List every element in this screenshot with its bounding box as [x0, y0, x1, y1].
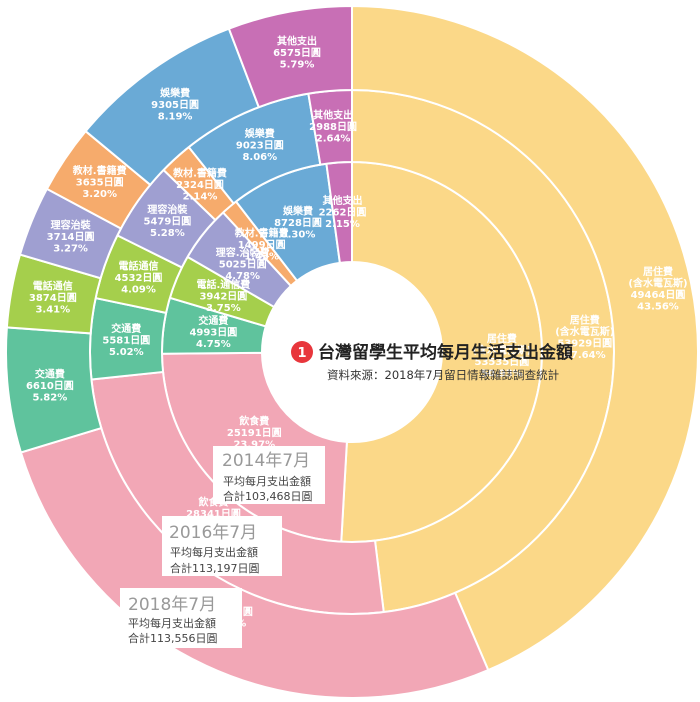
label-other-2: 其他支出 6575日圓 5.79%	[273, 35, 321, 71]
legend-box	[213, 446, 325, 504]
label-books-2: 教材.書籍費 3635日圓 3.20%	[72, 164, 127, 200]
chart-title: 台灣留學生平均每月生活支出金額	[318, 342, 573, 363]
legend-year: 2016年7月	[169, 523, 257, 543]
legend-line1: 平均每月支出金額	[223, 474, 311, 488]
label-books-0: 教材.書籍費 1499日圓 1.43%	[234, 227, 289, 263]
legend-line1: 平均每月支出金額	[128, 616, 216, 630]
center-title-block: 1 台灣留學生平均每月生活支出金額 資料來源：2018年7月留日情報雜誌調查統計	[291, 341, 573, 382]
slice-housing-2	[351, 4, 699, 672]
label-housing-2: 居住費(含水電瓦斯) 49464日圓 43.56%	[628, 265, 687, 313]
label-entertainment-0: 娛樂費 8728日圓 8.30%	[274, 204, 322, 240]
rings-group	[5, 4, 699, 699]
label-housing-0: 居住費(含水電瓦斯) 53535日圓 50.93%	[472, 332, 531, 380]
legend-box	[162, 516, 282, 576]
year-legend-2014: 2014年7月 平均每月支出金額 合計103,468日圓	[213, 446, 325, 504]
label-phone-1: 電話通信 4532日圓 4.09%	[115, 259, 163, 295]
center-disc	[264, 264, 440, 440]
label-phone-0: 電話.通信費 3942日圓 3.75%	[196, 278, 250, 314]
label-beauty-0: 理容.治裝費 5025日圓 4.78%	[216, 246, 270, 282]
year-legend-2016: 2016年7月 平均每月支出金額 合計113,197日圓	[162, 516, 282, 576]
label-transport-2: 交通費 6610日圓 5.82%	[26, 367, 74, 403]
label-beauty-2: 理容治裝 3714日圓 3.27%	[47, 218, 95, 254]
badge-circle	[291, 341, 313, 363]
label-transport-1: 交通費 5581日圓 5.02%	[102, 322, 150, 358]
label-transport-0: 交通費 4993日圓 4.75%	[189, 314, 237, 350]
label-books-1: 教材.書籍費 2324日圓 2.14%	[172, 166, 227, 202]
label-housing-1: 居住費(含水電瓦斯) 53929日圓 47.64%	[555, 314, 614, 362]
label-phone-2: 電話通信 3874日圓 3.41%	[29, 280, 77, 316]
label-beauty-1: 理容治裝 5479日圓 5.28%	[143, 203, 191, 239]
chart-subtitle: 資料來源：2018年7月留日情報雜誌調查統計	[327, 368, 559, 382]
label-other-1: 其他支出 2988日圓 2.64%	[309, 108, 357, 144]
legend-year: 2014年7月	[222, 451, 310, 471]
legend-line1: 平均每月支出金額	[170, 545, 258, 559]
label-other-0: 其他支出 2262日圓 2.15%	[319, 194, 367, 230]
legend-line2: 合計113,556日圓	[128, 631, 218, 645]
legend-line2: 合計103,468日圓	[223, 489, 313, 503]
legend-box	[120, 588, 242, 648]
label-entertainment-2: 娛樂費 9305日圓 8.19%	[151, 86, 199, 122]
legend-year: 2018年7月	[128, 595, 216, 615]
label-food-0: 飲食費 25191日圓 23.97%	[227, 415, 282, 451]
slice-other-2	[227, 4, 353, 109]
badge-number: 1	[297, 346, 306, 361]
legend-line2: 合計113,197日圓	[170, 561, 260, 575]
slice-food-2	[19, 426, 490, 699]
year-legend-2018: 2018年7月 平均每月支出金額 合計113,556日圓	[120, 588, 242, 648]
label-entertainment-1: 娛樂費 9023日圓 8.06%	[236, 127, 284, 163]
